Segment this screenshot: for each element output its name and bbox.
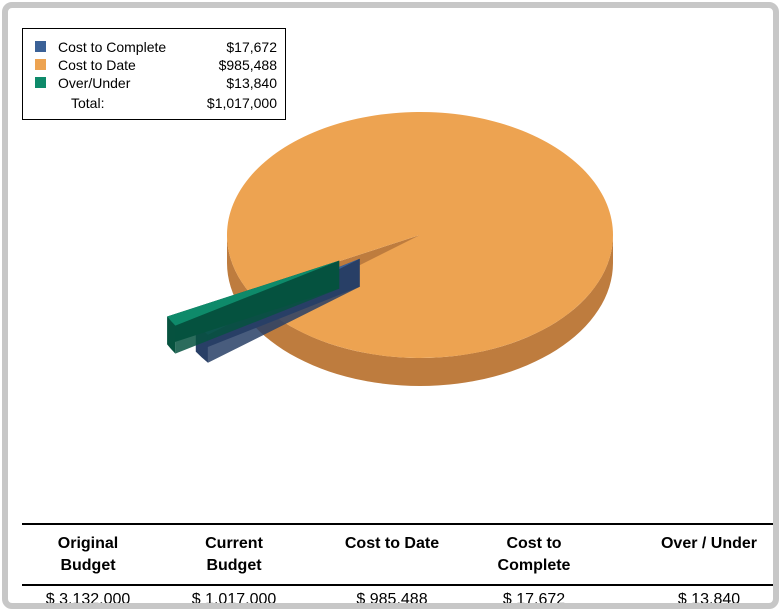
legend-label: Cost to Complete xyxy=(58,39,167,55)
summary-table: Original Budget Current Budget Cost to D… xyxy=(22,523,773,608)
table-rule-middle xyxy=(22,584,773,586)
pie-slice-cut-face xyxy=(175,260,340,354)
pie-chart xyxy=(167,111,613,386)
header-cost-to-complete: Cost to Complete xyxy=(497,535,571,574)
header-cost-to-date: Cost to Date xyxy=(344,535,440,552)
pie-slice-top xyxy=(167,260,340,326)
legend-swatch xyxy=(35,77,46,88)
legend-label: Over/Under xyxy=(58,75,131,91)
legend-value: $985,488 xyxy=(218,57,277,73)
value-over-under: $ 13,840 xyxy=(677,591,741,608)
table-rule-top xyxy=(22,523,773,525)
pie-slice-cost-to-date xyxy=(226,111,613,386)
legend-label: Cost to Date xyxy=(58,57,136,73)
value-cost-to-complete: $ 17,672 xyxy=(502,591,566,608)
legend-total-label: Total: xyxy=(71,95,105,111)
pie-slice-over-under xyxy=(167,260,340,354)
legend-item-cost-to-date: Cost to Date $985,488 xyxy=(23,57,285,75)
legend-swatch xyxy=(35,41,46,52)
pie-slice-side xyxy=(227,235,613,386)
legend-total-value: $1,017,000 xyxy=(206,95,277,111)
value-current-budget: $ 1,017,000 xyxy=(191,591,277,608)
legend-swatch xyxy=(35,59,46,70)
chart-legend: Cost to Complete $17,672 Cost to Date $9… xyxy=(22,28,286,120)
legend-value: $13,840 xyxy=(226,75,277,91)
header-current-budget: Current Budget xyxy=(205,535,263,574)
value-original-budget: $ 3,132,000 xyxy=(45,591,131,608)
legend-total-row: Total: $1,017,000 xyxy=(23,95,285,113)
legend-item-cost-to-complete: Cost to Complete $17,672 xyxy=(23,39,285,57)
value-cost-to-date: $ 985,488 xyxy=(356,591,428,608)
legend-item-over-under: Over/Under $13,840 xyxy=(23,75,285,93)
header-over-under: Over / Under xyxy=(660,535,758,552)
header-original-budget: Original Budget xyxy=(57,535,119,574)
legend-value: $17,672 xyxy=(226,39,277,55)
